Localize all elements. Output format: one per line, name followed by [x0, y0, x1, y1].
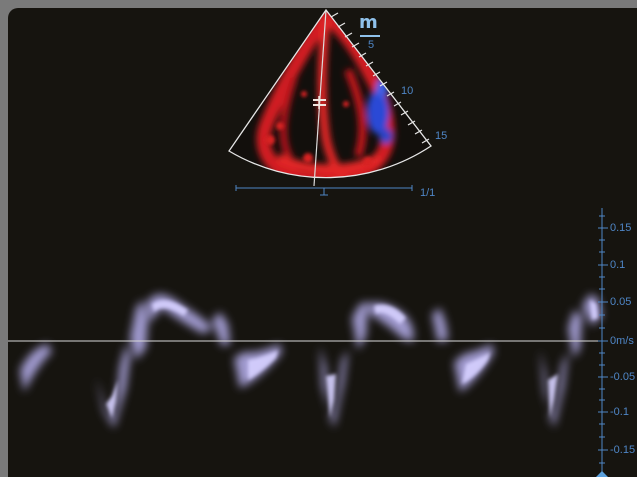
scale-label: 0.15	[610, 222, 632, 234]
depth-label-10: 10	[401, 85, 414, 97]
scale-label: -0.15	[610, 444, 636, 456]
depth-ruler	[330, 12, 430, 144]
ultrasound-display: m 5 10 15 1/1 0.15 0.1 0.05 0m/s -0.05 -…	[8, 8, 637, 477]
scale-label: -0.05	[610, 371, 636, 383]
frame-ratio: 1/1	[420, 187, 436, 199]
color-doppler-sector	[228, 8, 432, 187]
depth-label-5: 5	[368, 39, 375, 51]
logo-underline	[360, 35, 380, 37]
baseline-marker-icon	[596, 471, 608, 477]
cine-bar	[235, 185, 413, 196]
logo-m: m	[359, 12, 378, 33]
velocity-scale	[598, 208, 608, 477]
depth-label-15: 15	[435, 130, 448, 142]
echo-graphics	[8, 8, 608, 477]
scale-label: 0.1	[610, 259, 626, 271]
scale-label: -0.1	[610, 406, 629, 418]
scale-label: 0.05	[610, 296, 632, 308]
scale-label: 0m/s	[610, 335, 634, 347]
tissue-doppler-spectrum	[20, 294, 602, 428]
